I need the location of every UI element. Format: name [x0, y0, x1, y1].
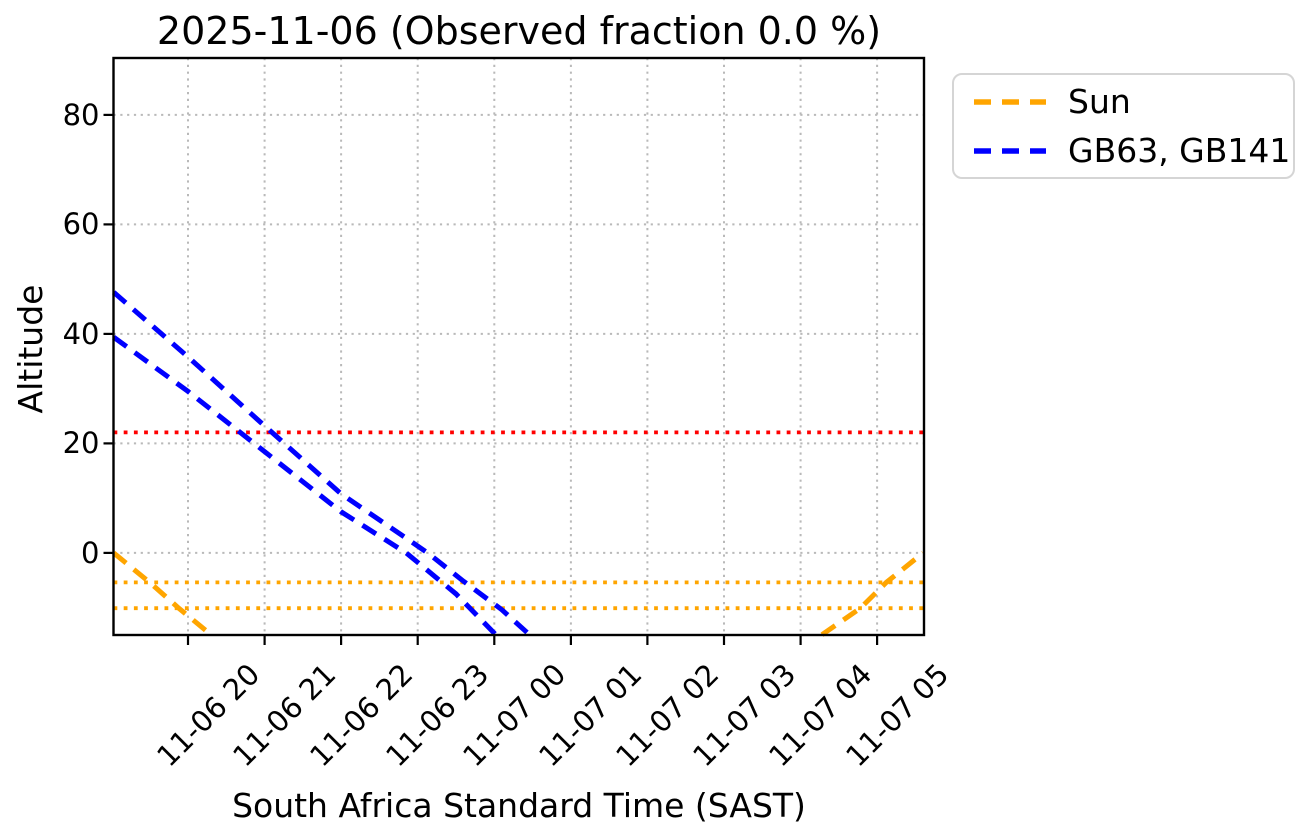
- y-tick-label: 80: [62, 97, 100, 132]
- tick-marks: [103, 113, 879, 645]
- legend-dash-sample: [974, 147, 1046, 154]
- legend-item: GB63, GB141: [954, 127, 1293, 175]
- y-tick-label: 20: [62, 426, 100, 461]
- y-tick-label: 0: [81, 535, 100, 570]
- y-tick-label: 40: [62, 316, 100, 351]
- chart-title: 2025-11-06 (Observed fraction 0.0 %): [156, 9, 882, 53]
- legend: Sun GB63, GB141: [952, 73, 1295, 179]
- legend-dash-sample: [974, 98, 1046, 105]
- legend-label: Sun: [1068, 82, 1131, 121]
- legend-item: Sun: [954, 78, 1293, 126]
- axes-border: [112, 56, 926, 637]
- target-line: [112, 290, 532, 637]
- x-axis-label: South Africa Standard Time (SAST): [232, 786, 806, 825]
- y-tick-label: 60: [62, 207, 100, 242]
- gridlines: [113, 58, 924, 635]
- sun-line: [820, 550, 925, 637]
- sun-line: [112, 550, 213, 637]
- target-line: [112, 335, 498, 637]
- legend-label: GB63, GB141: [1068, 131, 1291, 170]
